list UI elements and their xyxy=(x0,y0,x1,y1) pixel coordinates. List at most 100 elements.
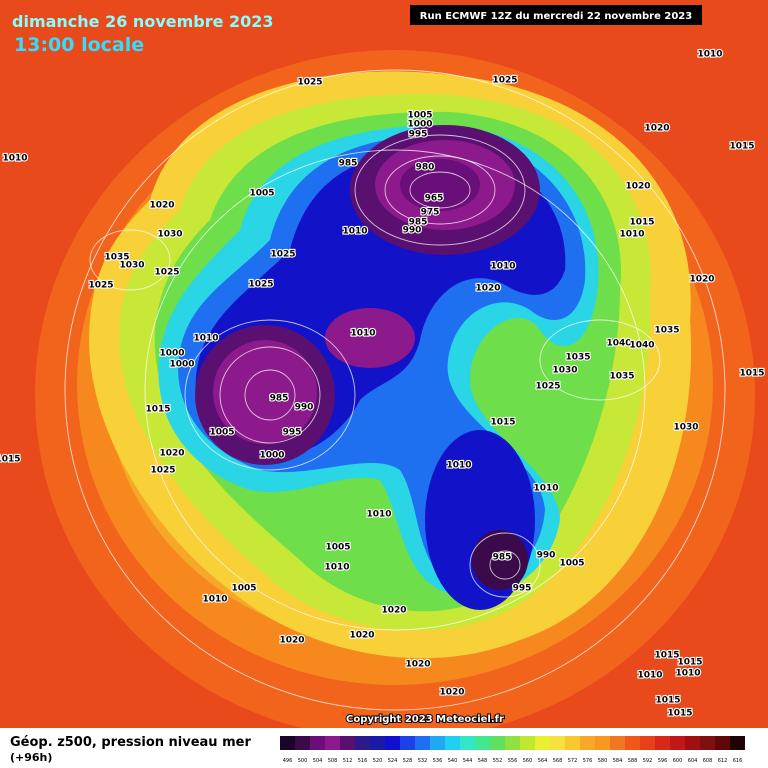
isobar-label: 1020 xyxy=(279,636,304,646)
scale-label: 604 xyxy=(688,758,698,764)
scale-label: 588 xyxy=(628,758,638,764)
isobar-label: 1035 xyxy=(104,253,129,263)
isobar-label: 1005 xyxy=(249,189,274,199)
color-swatch xyxy=(595,736,610,750)
isobar-label: 1010 xyxy=(637,671,662,681)
scale-label: 496 xyxy=(283,758,293,764)
scale-label: 608 xyxy=(703,758,713,764)
color-swatch xyxy=(535,736,550,750)
isobar-label: 1005 xyxy=(231,584,256,594)
color-swatch xyxy=(340,736,355,750)
scale-label: 556 xyxy=(508,758,518,764)
isobar-label: 1040 xyxy=(606,339,631,349)
isobar-label: 1010 xyxy=(193,334,218,344)
color-swatch xyxy=(385,736,400,750)
copyright: Copyright 2023 Meteociel.fr xyxy=(346,714,504,725)
isobar-label: 1015 xyxy=(729,142,754,152)
isobar-label: 1025 xyxy=(154,268,179,278)
isobar-label: 1040 xyxy=(629,341,654,351)
color-swatch xyxy=(370,736,385,750)
color-swatch xyxy=(490,736,505,750)
color-swatch xyxy=(715,736,730,750)
color-swatch xyxy=(580,736,595,750)
scale-label: 532 xyxy=(418,758,428,764)
date: dimanche 26 novembre 2023 xyxy=(12,12,274,31)
isobar-label: 995 xyxy=(513,584,532,594)
isobar-label: 1030 xyxy=(673,423,698,433)
isobar-label: 975 xyxy=(421,208,440,218)
color-swatch xyxy=(610,736,625,750)
isobar-label: 1020 xyxy=(475,284,500,294)
isobar-label: 1010 xyxy=(342,227,367,237)
isobar-label: 990 xyxy=(295,403,314,413)
isobar-label: 1025 xyxy=(88,281,113,291)
isobar-label: 990 xyxy=(537,551,556,561)
scale-label: 584 xyxy=(613,758,623,764)
scale-label: 596 xyxy=(658,758,668,764)
isobar-label: 1010 xyxy=(697,50,722,60)
isobar-label: 995 xyxy=(409,130,428,140)
isobar-label: 1020 xyxy=(439,688,464,698)
isobar-label: 1035 xyxy=(609,372,634,382)
color-swatch xyxy=(445,736,460,750)
isobar-label: 1000 xyxy=(259,451,284,461)
isobar-label: 1030 xyxy=(552,366,577,376)
scale-label: 524 xyxy=(388,758,398,764)
color-swatch xyxy=(325,736,340,750)
isobar-label: 1010 xyxy=(366,510,391,520)
color-swatch xyxy=(415,736,430,750)
isobar-label: 1015 xyxy=(677,658,702,668)
isobar-label: 1020 xyxy=(644,124,669,134)
isobar-label: 1020 xyxy=(625,182,650,192)
isobar-label: 1015 xyxy=(739,369,764,379)
time: 13:00 locale xyxy=(14,34,144,56)
scale-label: 580 xyxy=(598,758,608,764)
scale-label: 568 xyxy=(553,758,563,764)
isobar-label: 1005 xyxy=(209,428,234,438)
isobar-label: 1000 xyxy=(169,360,194,370)
isobar-label: 1020 xyxy=(149,201,174,211)
scale-label: 544 xyxy=(463,758,473,764)
scale-label: 592 xyxy=(643,758,653,764)
isobar-label: 1010 xyxy=(533,484,558,494)
isobar-label: 1010 xyxy=(324,563,349,573)
isobar-label: 1015 xyxy=(655,696,680,706)
isobar-label: 1005 xyxy=(407,111,432,121)
isobar-label: 1025 xyxy=(270,250,295,260)
color-swatch xyxy=(280,736,295,750)
scale-label: 564 xyxy=(538,758,548,764)
scale-label: 512 xyxy=(343,758,353,764)
scale-label: 612 xyxy=(718,758,728,764)
isobar-label: 1010 xyxy=(2,154,27,164)
scale-label: 600 xyxy=(673,758,683,764)
color-swatch xyxy=(460,736,475,750)
isobar-label: 1015 xyxy=(0,455,21,465)
isobar-label: 1005 xyxy=(559,559,584,569)
scale-label: 572 xyxy=(568,758,578,764)
background xyxy=(0,0,768,740)
color-swatch xyxy=(430,736,445,750)
legend-title: Géop. z500, pression niveau mer xyxy=(10,735,251,750)
scale-label: 540 xyxy=(448,758,458,764)
scale-label: 516 xyxy=(358,758,368,764)
color-swatch xyxy=(670,736,685,750)
color-swatch xyxy=(640,736,655,750)
run-box xyxy=(410,5,702,25)
color-swatch xyxy=(550,736,565,750)
isobar-label: 1025 xyxy=(492,76,517,86)
isobar-label: 1025 xyxy=(297,78,322,88)
scale-label: 528 xyxy=(403,758,413,764)
isobar-label: 1020 xyxy=(405,660,430,670)
color-swatch xyxy=(505,736,520,750)
isobar-label: 1025 xyxy=(535,382,560,392)
isobar-label: 1015 xyxy=(667,709,692,719)
isobar-label: 1010 xyxy=(675,669,700,679)
scale-label: 548 xyxy=(478,758,488,764)
scale-label: 560 xyxy=(523,758,533,764)
isobar-label: 990 xyxy=(403,226,422,236)
isobar-label: 1025 xyxy=(248,280,273,290)
color-swatch xyxy=(625,736,640,750)
scale-label: 504 xyxy=(313,758,323,764)
isobar-label: 995 xyxy=(283,428,302,438)
